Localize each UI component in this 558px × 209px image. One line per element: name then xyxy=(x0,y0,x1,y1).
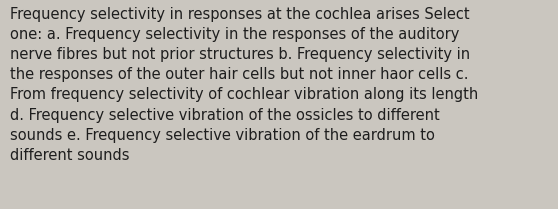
Text: Frequency selectivity in responses at the cochlea arises Select
one: a. Frequenc: Frequency selectivity in responses at th… xyxy=(10,7,478,163)
